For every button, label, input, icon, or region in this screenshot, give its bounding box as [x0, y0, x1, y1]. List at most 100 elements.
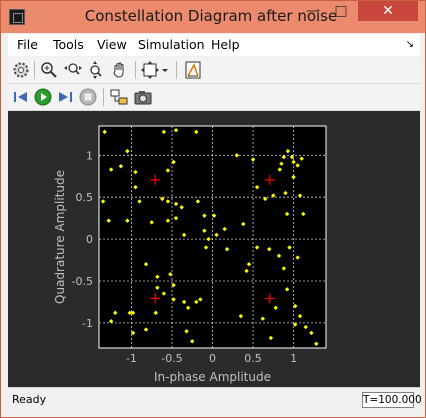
- data-point: [289, 154, 295, 160]
- x-axis-label: In-phase Amplitude: [154, 370, 271, 384]
- data-point: [281, 154, 287, 160]
- title-bar[interactable]: Constellation Diagram after noise — □ ✕: [1, 1, 425, 33]
- data-point: [173, 127, 179, 133]
- data-point: [241, 221, 246, 227]
- data-point: [262, 196, 268, 202]
- toolbar-separator: [135, 61, 136, 79]
- y-tick-label: 1: [86, 149, 93, 162]
- data-point: [171, 297, 176, 302]
- data-point: [155, 285, 160, 290]
- data-point: [285, 148, 291, 154]
- data-point: [284, 211, 290, 217]
- data-point: [222, 226, 227, 232]
- menu-help[interactable]: Help: [211, 37, 240, 52]
- data-point: [130, 310, 136, 316]
- step-back-icon[interactable]: [11, 87, 31, 107]
- minimize-button[interactable]: —: [306, 3, 320, 19]
- x-tick-label: 0.5: [244, 352, 262, 365]
- data-point: [133, 184, 138, 190]
- measurements-icon[interactable]: [183, 60, 203, 80]
- constellation-chart[interactable]: -1 -0.5 0 0.5 1 -1 -0.5 0 0.5 1 In-phase Amplitude…: [8, 111, 420, 387]
- data-point: [211, 213, 217, 218]
- data-point: [161, 129, 167, 135]
- menu-view[interactable]: View: [97, 37, 127, 52]
- data-point: [130, 330, 136, 336]
- data-point: [244, 268, 249, 274]
- status-bar: Ready T=100.000: [8, 387, 422, 412]
- y-tick-label: -1: [82, 317, 93, 330]
- data-point: [173, 215, 179, 221]
- toolbar-separator: [34, 61, 35, 79]
- maximize-button[interactable]: □: [334, 3, 348, 19]
- dropdown-arrow-icon[interactable]: [160, 60, 170, 80]
- snapshot-icon[interactable]: [133, 87, 153, 107]
- window-title: Constellation Diagram after noise: [84, 7, 338, 25]
- data-point: [165, 218, 171, 223]
- reference-point: [264, 174, 275, 185]
- toolbar-simulation: [8, 84, 420, 111]
- menu-file[interactable]: File: [17, 37, 38, 52]
- zoom-in-icon[interactable]: [39, 60, 59, 80]
- data-point: [234, 153, 240, 158]
- pan-hand-icon[interactable]: [110, 60, 130, 80]
- toolbar-view: [8, 57, 420, 84]
- y-tick-label: -0.5: [72, 275, 93, 288]
- data-point: [297, 313, 303, 319]
- data-point: [161, 291, 167, 296]
- data-point: [173, 201, 179, 207]
- data-point: [206, 236, 211, 242]
- data-point: [160, 196, 165, 202]
- data-point: [118, 164, 124, 169]
- data-point: [100, 199, 106, 204]
- data-point: [195, 199, 201, 204]
- status-text: Ready: [12, 393, 47, 406]
- data-point: [190, 339, 195, 344]
- plot-panel: -1 -0.5 0 0.5 1 -1 -0.5 0 0.5 1 In-phase Amplitude…: [8, 111, 420, 387]
- data-point: [287, 245, 292, 250]
- data-point: [149, 220, 154, 225]
- data-point: [143, 262, 149, 267]
- reference-point: [150, 174, 161, 185]
- data-point: [314, 341, 319, 347]
- y-axis-label: Quadrature Amplitude: [53, 170, 67, 304]
- reference-point: [150, 293, 161, 304]
- toolbar-separator: [176, 61, 177, 79]
- data-point: [203, 245, 209, 250]
- menu-simulation[interactable]: Simulation: [138, 37, 205, 52]
- data-point: [224, 246, 230, 252]
- y-tick-label: 0: [86, 233, 93, 246]
- settings-icon[interactable]: [11, 60, 31, 80]
- data-point: [184, 329, 189, 334]
- data-point: [185, 305, 191, 310]
- fit-axes-icon[interactable]: [140, 60, 160, 80]
- y-tick-label: 0.5: [76, 191, 94, 204]
- menu-tools[interactable]: Tools: [53, 37, 84, 52]
- dock-arrow-icon[interactable]: ↘: [405, 39, 414, 50]
- data-point: [277, 167, 282, 172]
- step-forward-icon[interactable]: [55, 87, 75, 107]
- data-point: [168, 272, 173, 277]
- data-point: [303, 324, 308, 330]
- x-tick-label: -0.5: [161, 352, 182, 365]
- scope-app-icon: [9, 9, 25, 25]
- x-tick-label: -1: [126, 352, 137, 365]
- data-point: [102, 129, 107, 135]
- zoom-y-icon[interactable]: [86, 60, 106, 80]
- stop-icon[interactable]: [78, 87, 98, 107]
- close-button[interactable]: ✕: [358, 1, 418, 21]
- data-point: [108, 167, 114, 172]
- zoom-x-icon[interactable]: [63, 60, 83, 80]
- data-point: [292, 303, 298, 309]
- reference-point: [264, 293, 275, 304]
- data-point: [281, 266, 287, 271]
- data-point: [179, 205, 184, 210]
- highlight-block-icon[interactable]: [109, 87, 129, 107]
- menu-bar: File Tools View Simulation Help ↘: [8, 34, 420, 56]
- data-point: [171, 282, 176, 288]
- data-point: [254, 245, 260, 250]
- data-point: [271, 193, 276, 198]
- data-point: [295, 163, 300, 168]
- run-icon[interactable]: [33, 87, 53, 107]
- data-point: [295, 255, 300, 260]
